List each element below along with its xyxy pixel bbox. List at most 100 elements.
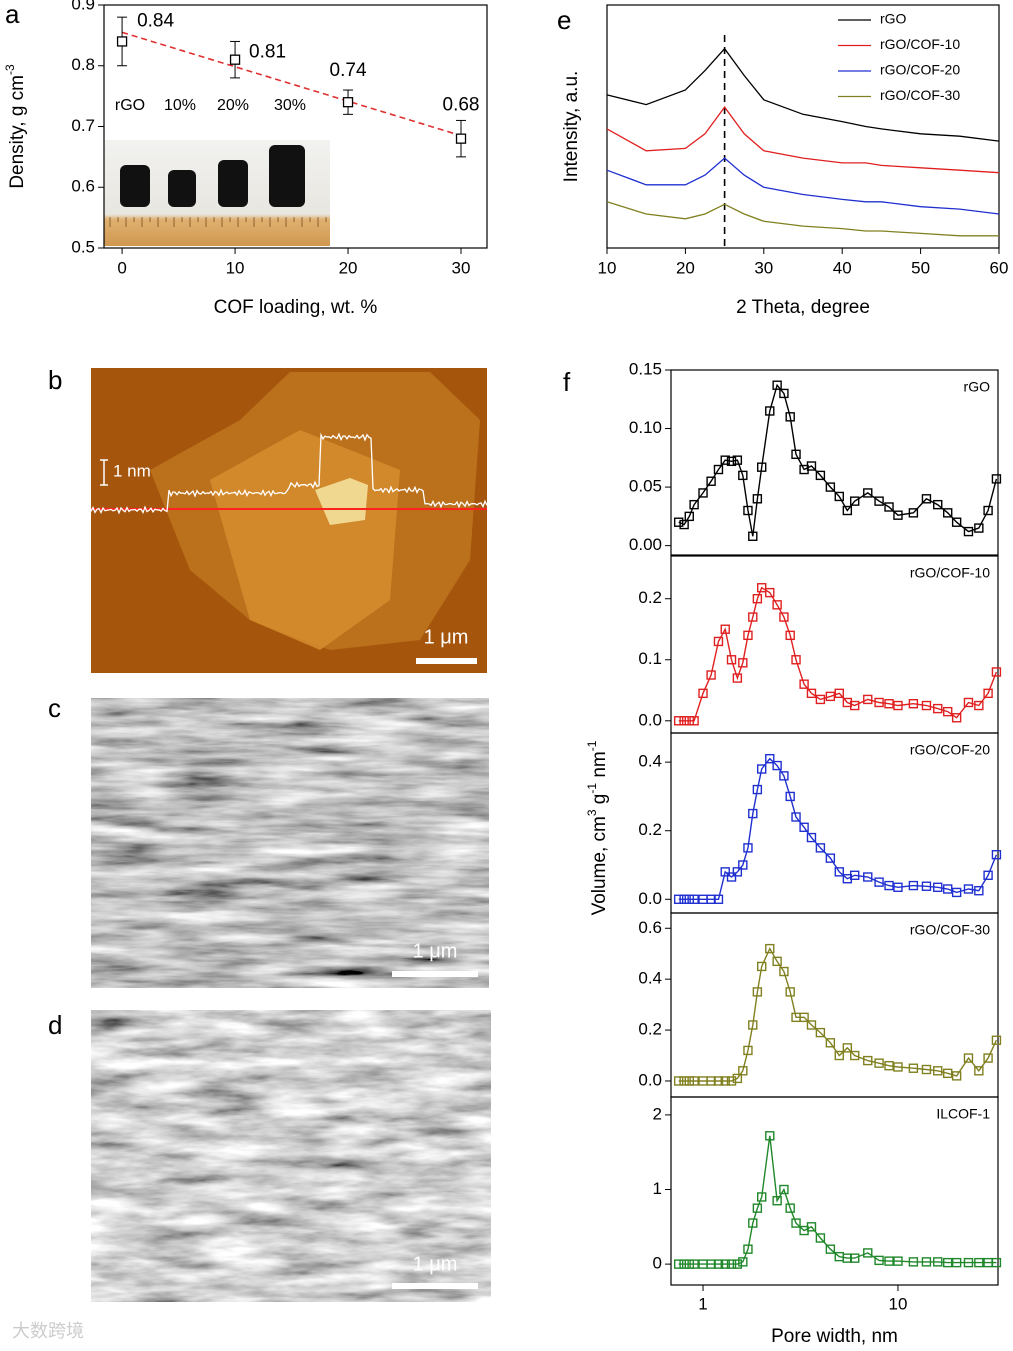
marker (743, 1045, 753, 1056)
marker (116, 36, 128, 47)
legend-label: rGO/COF-10 (880, 36, 960, 52)
marker (765, 943, 775, 954)
x-tick-label: 1 (698, 1294, 707, 1313)
y-axis-label-part: -1 (585, 783, 599, 794)
panel-name: rGO/COF-20 (910, 742, 990, 758)
marker (974, 523, 984, 533)
marker (825, 853, 836, 863)
marker (974, 886, 984, 896)
marker (893, 1062, 903, 1072)
marker (738, 860, 748, 870)
afm-image: 1 nm 1 μm (90, 368, 488, 673)
marker (689, 716, 699, 726)
y-axis-label-part: Intensity, a.u. (561, 71, 582, 183)
series-line (606, 47, 1000, 142)
marker (689, 499, 699, 510)
marker (884, 699, 894, 709)
sem-image: 1 μm (91, 1010, 491, 1302)
plot-frame (670, 732, 999, 914)
y-tick-label: 0.6 (638, 918, 662, 937)
y-axis-label: Density, g cm-3 (3, 64, 28, 189)
marker (785, 630, 795, 641)
marker (772, 760, 782, 771)
marker (779, 1184, 789, 1195)
marker (757, 961, 767, 972)
marker (943, 508, 953, 518)
y-tick-label: 0 (653, 1254, 662, 1273)
marker (908, 508, 919, 518)
y-tick-label: 0.7 (71, 116, 95, 135)
marker (757, 764, 767, 774)
marker (706, 670, 716, 680)
inset-label: rGO (115, 97, 145, 114)
marker (863, 872, 873, 882)
marker (679, 519, 689, 530)
marker (974, 1257, 984, 1268)
marker (779, 388, 789, 399)
marker (732, 867, 743, 877)
marker (698, 688, 708, 699)
value-label: 0.84 (137, 10, 174, 31)
marker (720, 455, 730, 465)
marker (791, 812, 801, 822)
marker (983, 1053, 993, 1063)
marker (713, 1259, 724, 1269)
y-tick-label: 0.9 (71, 0, 95, 13)
y-tick-label: 0.0 (638, 889, 662, 908)
marker (757, 462, 767, 472)
marker (455, 133, 467, 144)
marker (772, 1195, 782, 1206)
watermark: 大数跨境 (12, 1321, 84, 1341)
marker (779, 771, 789, 781)
marker (951, 1071, 962, 1081)
marker (785, 412, 795, 422)
marker (684, 716, 694, 726)
marker (720, 1076, 730, 1086)
marker (772, 600, 782, 610)
marker (679, 894, 689, 904)
marker (806, 1222, 817, 1232)
panel-name: ILCOF-1 (936, 1106, 990, 1122)
marker (874, 1255, 884, 1266)
marker (943, 1257, 953, 1268)
marker (974, 1066, 984, 1076)
marker (834, 1050, 844, 1061)
marker (951, 517, 962, 527)
marker (738, 1257, 748, 1267)
marker (963, 884, 974, 894)
marker (991, 1257, 1002, 1268)
marker (726, 1076, 737, 1086)
marker (983, 870, 993, 880)
series-line (678, 947, 998, 1082)
marker (815, 843, 826, 853)
marker (893, 700, 903, 711)
series-line (678, 1135, 997, 1265)
height-bar-label: 1 nm (113, 461, 151, 480)
marker (752, 494, 763, 504)
y-tick-label: 0.5 (71, 237, 95, 256)
marker (874, 496, 884, 506)
marker (689, 1259, 699, 1269)
marker (738, 470, 748, 481)
marker (842, 505, 853, 516)
marker (991, 667, 1002, 677)
y-tick-label: 0.05 (629, 477, 662, 496)
marker (738, 658, 748, 668)
panel-name: rGO/COF-10 (910, 565, 990, 581)
sample (120, 165, 150, 207)
panel-name: rGO/COF-30 (910, 922, 990, 938)
marker (921, 881, 932, 891)
marker (908, 880, 919, 891)
panel-letter: a (5, 0, 20, 29)
y-axis-label-part: g (589, 794, 610, 810)
marker (713, 894, 724, 904)
marker (748, 808, 758, 819)
scale-bar-label: 1 μm (424, 626, 469, 648)
marker (748, 612, 758, 622)
marker (752, 594, 763, 604)
marker (884, 1256, 894, 1266)
marker (732, 673, 743, 683)
marker (884, 502, 894, 512)
marker (933, 882, 943, 892)
